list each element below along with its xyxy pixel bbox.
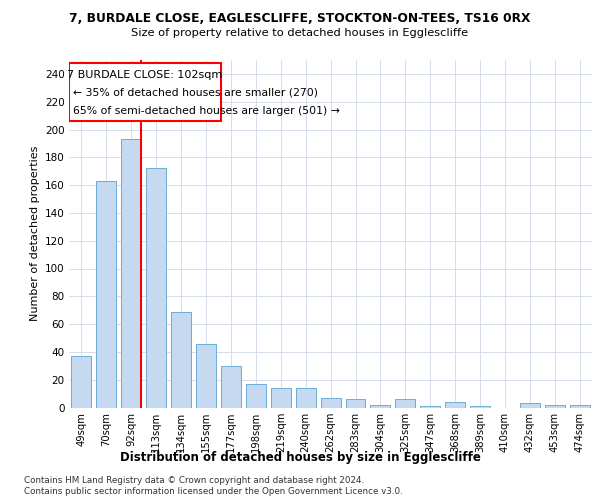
Text: Size of property relative to detached houses in Egglescliffe: Size of property relative to detached ho… bbox=[131, 28, 469, 38]
Bar bbox=[346, 399, 365, 407]
Text: ← 35% of detached houses are smaller (270): ← 35% of detached houses are smaller (27… bbox=[73, 88, 318, 98]
Bar bbox=[420, 406, 440, 407]
Bar bbox=[196, 344, 216, 407]
Text: Contains HM Land Registry data © Crown copyright and database right 2024.: Contains HM Land Registry data © Crown c… bbox=[24, 476, 364, 485]
Bar bbox=[320, 398, 341, 407]
Bar bbox=[97, 181, 116, 408]
Bar bbox=[271, 388, 291, 407]
Bar bbox=[296, 388, 316, 407]
Bar bbox=[570, 404, 590, 407]
Text: 7 BURDALE CLOSE: 102sqm: 7 BURDALE CLOSE: 102sqm bbox=[67, 70, 223, 80]
Bar bbox=[246, 384, 266, 407]
Bar bbox=[121, 139, 141, 407]
Bar bbox=[71, 356, 91, 408]
Text: 65% of semi-detached houses are larger (501) →: 65% of semi-detached houses are larger (… bbox=[73, 106, 340, 116]
Text: Distribution of detached houses by size in Egglescliffe: Distribution of detached houses by size … bbox=[119, 451, 481, 464]
Bar bbox=[520, 404, 540, 407]
Bar bbox=[146, 168, 166, 408]
Bar bbox=[221, 366, 241, 408]
Bar bbox=[545, 404, 565, 407]
Bar bbox=[370, 404, 391, 407]
Text: Contains public sector information licensed under the Open Government Licence v3: Contains public sector information licen… bbox=[24, 487, 403, 496]
Y-axis label: Number of detached properties: Number of detached properties bbox=[29, 146, 40, 322]
Text: 7, BURDALE CLOSE, EAGLESCLIFFE, STOCKTON-ON-TEES, TS16 0RX: 7, BURDALE CLOSE, EAGLESCLIFFE, STOCKTON… bbox=[69, 12, 531, 24]
Bar bbox=[470, 406, 490, 407]
Bar bbox=[395, 399, 415, 407]
Bar bbox=[171, 312, 191, 408]
FancyBboxPatch shape bbox=[69, 63, 221, 121]
Bar bbox=[445, 402, 465, 407]
